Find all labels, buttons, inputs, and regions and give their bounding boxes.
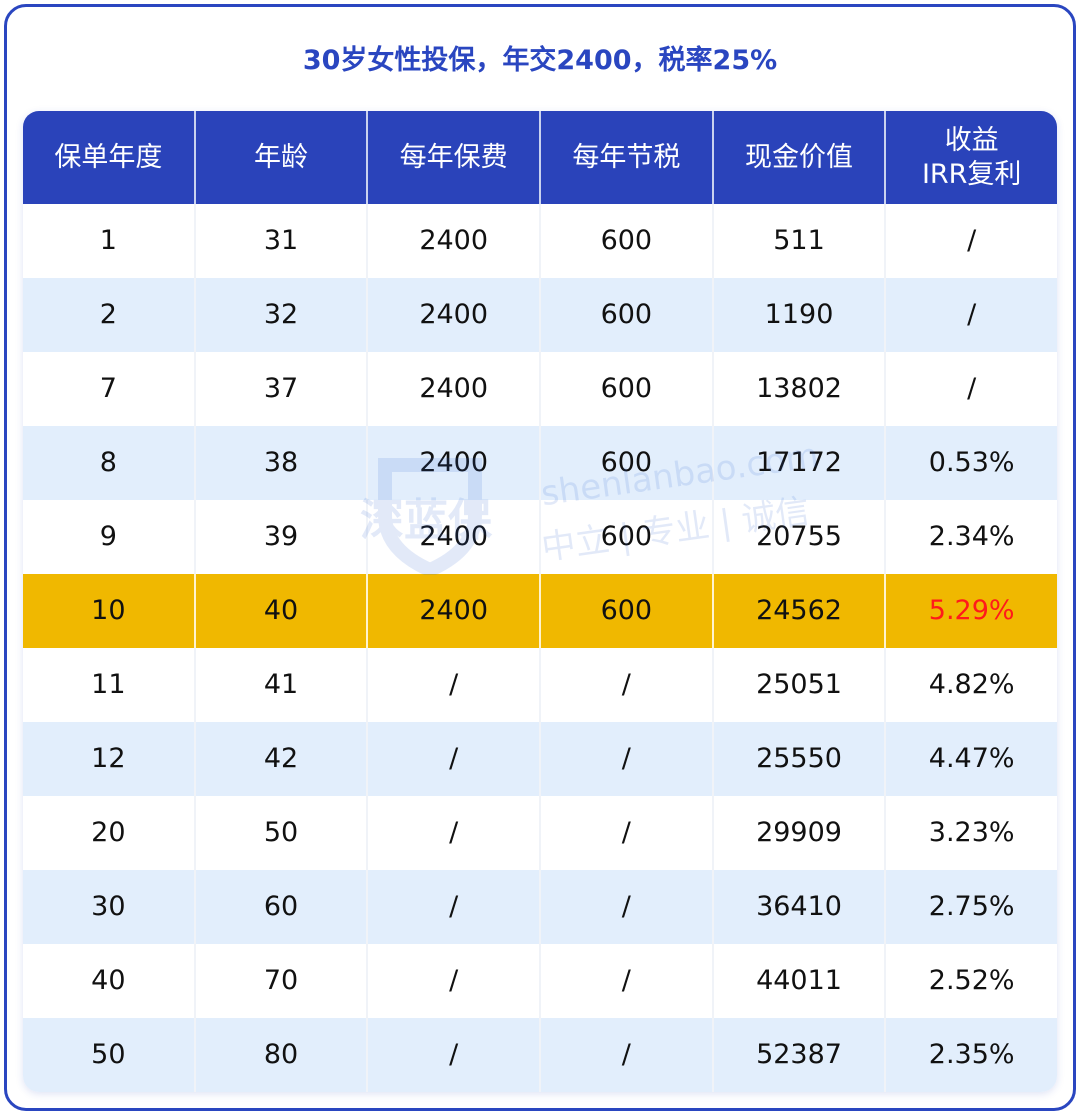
table-cell: 2.75% — [928, 891, 1015, 923]
table-cell: 2.52% — [928, 965, 1015, 997]
table-cell: / — [541, 722, 714, 796]
table-cell: 600 — [541, 278, 714, 352]
table-cell: 31 — [196, 204, 369, 278]
table-cell: 600 — [541, 352, 714, 426]
table-cell: 25550 — [714, 722, 887, 796]
table-cell: 40 — [196, 574, 369, 648]
table-cell: 2400 — [368, 574, 542, 648]
table-cell: 2 — [23, 278, 196, 352]
table-row-highlighted: 10 40 2400 600 24562 5.29% — [23, 574, 1057, 648]
table-cell: 12 — [23, 722, 196, 796]
table-cell: 3.23% — [928, 817, 1015, 849]
table-cell: 1190 — [714, 278, 887, 352]
table-body: 1 31 2400 600 511/2 32 2400 600 1190/7 37 2400 600 1… — [23, 204, 1057, 1092]
table-cell: 600 — [541, 500, 714, 574]
table-cell: / — [368, 796, 542, 870]
table-cell: / — [541, 796, 714, 870]
table-cell: 32 — [196, 278, 369, 352]
table-row: 9 39 2400 600 20755 2.34% — [23, 500, 1057, 574]
table-cell: 60 — [196, 870, 369, 944]
column-header: 保单年度 — [23, 111, 196, 204]
column-header: 每年保费 — [368, 111, 542, 204]
table-cell: 4.82% — [928, 669, 1015, 701]
table-cell: 0.53% — [928, 447, 1015, 479]
table-cell: 10 — [23, 574, 196, 648]
column-header: 收益 IRR复利 — [921, 124, 1022, 190]
table-cell: / — [368, 648, 542, 722]
table-cell: 2400 — [368, 204, 542, 278]
table-cell: 5.29% — [928, 595, 1015, 627]
table-cell: 36410 — [714, 870, 887, 944]
table-cell: 70 — [196, 944, 369, 1018]
table-cell: 38 — [196, 426, 369, 500]
table-cell: 600 — [541, 574, 714, 648]
table-cell: / — [368, 1018, 542, 1092]
table-cell: / — [967, 225, 977, 257]
table-cell: / — [967, 299, 977, 331]
table-cell: 600 — [541, 204, 714, 278]
table-row: 50 80//52387 2.35% — [23, 1018, 1057, 1092]
table-row: 8 38 2400 600 17172 0.53% — [23, 426, 1057, 500]
irr-table: 保单年度 年龄 每年保费 每年节税 现金价值 收益 IRR复利 1 31 2400 600 511… — [23, 111, 1057, 1092]
table-cell: 8 — [23, 426, 196, 500]
table-cell: / — [541, 648, 714, 722]
table-cell: 9 — [23, 500, 196, 574]
table-row: 7 37 2400 600 13802 / — [23, 352, 1057, 426]
table-cell: / — [541, 944, 714, 1018]
table-cell: / — [541, 1018, 714, 1092]
column-header: 每年节税 — [541, 111, 714, 204]
table-cell: 42 — [196, 722, 369, 796]
table-cell: 52387 — [714, 1018, 887, 1092]
table-cell: 37 — [196, 352, 369, 426]
table-cell: / — [368, 870, 542, 944]
table-cell: 11 — [23, 648, 196, 722]
table-cell: 80 — [196, 1018, 369, 1092]
card-border — [4, 4, 1076, 1111]
table-cell: 50 — [23, 1018, 196, 1092]
table-cell: 600 — [541, 426, 714, 500]
table-cell: 2400 — [368, 500, 542, 574]
table-cell: 13802 — [714, 352, 887, 426]
column-header: 年龄 — [196, 111, 369, 204]
page-title: 30岁女性投保，年交2400，税率25% — [302, 45, 778, 76]
table-cell: 2400 — [368, 352, 542, 426]
table-cell: 20 — [23, 796, 196, 870]
table-cell: 2.34% — [928, 521, 1015, 553]
table-cell: 24562 — [714, 574, 887, 648]
table-cell: 2.35% — [928, 1039, 1015, 1071]
table-row: 11 41//25051 4.82% — [23, 648, 1057, 722]
table-cell: 25051 — [714, 648, 887, 722]
table-cell: / — [541, 870, 714, 944]
table-cell: 50 — [196, 796, 369, 870]
table-cell: 511 — [714, 204, 887, 278]
table-cell: 2400 — [368, 426, 542, 500]
table-row: 2 32 2400 600 1190 / — [23, 278, 1057, 352]
table-row: 40 70//44011 2.52% — [23, 944, 1057, 1018]
table-cell: 4.47% — [928, 743, 1015, 775]
table-cell: 44011 — [714, 944, 887, 1018]
table-row: 30 60//36410 2.75% — [23, 870, 1057, 944]
table-cell: 29909 — [714, 796, 887, 870]
column-header: 现金价值 — [714, 111, 887, 204]
table-row: 12 42//25550 4.47% — [23, 722, 1057, 796]
table-cell: 1 — [23, 204, 196, 278]
table-cell: 40 — [23, 944, 196, 1018]
table-row: 20 50//29909 3.23% — [23, 796, 1057, 870]
table-cell: 17172 — [714, 426, 887, 500]
table-cell: / — [967, 373, 977, 405]
table-cell: / — [368, 722, 542, 796]
table-cell: 39 — [196, 500, 369, 574]
table-header: 保单年度 年龄 每年保费 每年节税 现金价值 收益 IRR复利 — [23, 111, 1057, 204]
table-cell: 7 — [23, 352, 196, 426]
table-cell: 2400 — [368, 278, 542, 352]
table-cell: 41 — [196, 648, 369, 722]
table-row: 1 31 2400 600 511 / — [23, 204, 1057, 278]
table-cell: 20755 — [714, 500, 887, 574]
table-cell: / — [368, 944, 542, 1018]
table-cell: 30 — [23, 870, 196, 944]
